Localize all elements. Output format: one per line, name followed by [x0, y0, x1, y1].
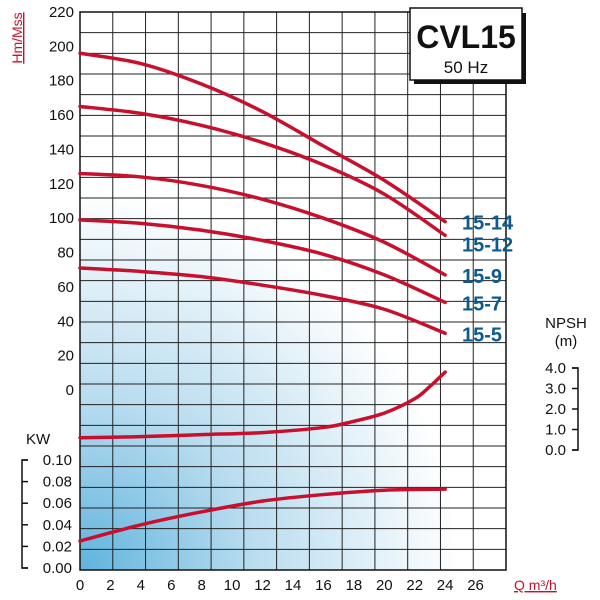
x-tick-label: 20	[376, 577, 393, 594]
head-curve-15-5	[78, 266, 447, 336]
power-curve	[78, 487, 447, 543]
head-tick-label: 100	[49, 210, 74, 227]
power-tick-label: 0.06	[43, 495, 72, 512]
x-tick-label: 0	[76, 577, 84, 594]
npsh-tick-label: 4.0	[545, 360, 566, 377]
power-axis-label: KW	[26, 431, 51, 448]
x-tick-label: 12	[254, 577, 271, 594]
head-tick-label: 180	[49, 73, 74, 90]
power-axis-bracket	[21, 459, 28, 569]
npsh-tick-label: 2.0	[545, 401, 566, 418]
plot-frame	[79, 11, 507, 571]
head-curve-15-12	[78, 104, 447, 238]
title-box: CVL15 50 Hz	[409, 7, 526, 84]
grid	[79, 11, 507, 571]
npsh-axis: 4.0 3.0 2.0 1.0 0.0	[545, 360, 579, 459]
model-label-15-12: 15-12	[462, 234, 513, 256]
x-tick-label: 16	[315, 577, 332, 594]
model-label-15-9: 15-9	[462, 266, 502, 288]
x-tick-label: 6	[167, 577, 175, 594]
npsh-axis-label: NPSH	[545, 315, 587, 332]
model-label-15-14: 15-14	[462, 213, 514, 235]
x-tick-label: 4	[137, 577, 145, 594]
npsh-tick-label: 0.0	[545, 442, 566, 459]
npsh-tick-label: 1.0	[545, 422, 566, 439]
power-tick-label: 0.10	[43, 452, 72, 469]
head-tick-label: 120	[49, 176, 74, 193]
chart-subtitle: 50 Hz	[444, 58, 488, 77]
x-tick-label: 8	[198, 577, 206, 594]
head-curve-15-7	[78, 218, 447, 305]
power-tick-label: 0.08	[43, 474, 72, 491]
head-curve-15-9	[78, 171, 447, 277]
x-axis-label: Q m³/h	[514, 577, 557, 593]
x-tick-label: 2	[106, 577, 114, 594]
power-tick-label: 0.04	[43, 517, 72, 534]
npsh-unit-label: (m)	[555, 333, 578, 350]
head-tick-label: 200	[49, 38, 74, 55]
head-axis-label: Hm/Mss	[9, 12, 25, 63]
x-tick-label: 22	[406, 577, 423, 594]
power-tick-label: 0.02	[43, 538, 72, 555]
power-tick-label: 0.00	[43, 560, 72, 577]
left-axes: 2202001801601401201008060402000.100.080.…	[21, 4, 74, 577]
x-tick-label: 26	[467, 577, 484, 594]
model-label-15-7: 15-7	[462, 293, 502, 315]
head-tick-label: 0	[66, 382, 74, 399]
head-tick-label: 20	[57, 348, 74, 365]
chart-title: CVL15	[416, 19, 516, 55]
x-tick-label: 10	[224, 577, 241, 594]
x-tick-label: 18	[346, 577, 363, 594]
head-curve-15-14	[78, 51, 447, 224]
curves	[78, 51, 447, 543]
head-tick-label: 220	[49, 4, 74, 21]
x-tick-label: 14	[285, 577, 302, 594]
head-tick-label: 60	[57, 279, 74, 296]
x-tick-label: 24	[437, 577, 454, 594]
head-tick-label: 140	[49, 141, 74, 158]
head-tick-label: 80	[57, 245, 74, 262]
x-axis: 0 2 4 6 8 10 12 14 16 18 20 22 24 26	[76, 577, 484, 594]
head-tick-label: 160	[49, 107, 74, 124]
head-tick-label: 40	[57, 313, 74, 330]
npsh-curve	[78, 370, 447, 440]
npsh-tick-label: 3.0	[545, 381, 566, 398]
model-label-15-5: 15-5	[462, 324, 502, 346]
